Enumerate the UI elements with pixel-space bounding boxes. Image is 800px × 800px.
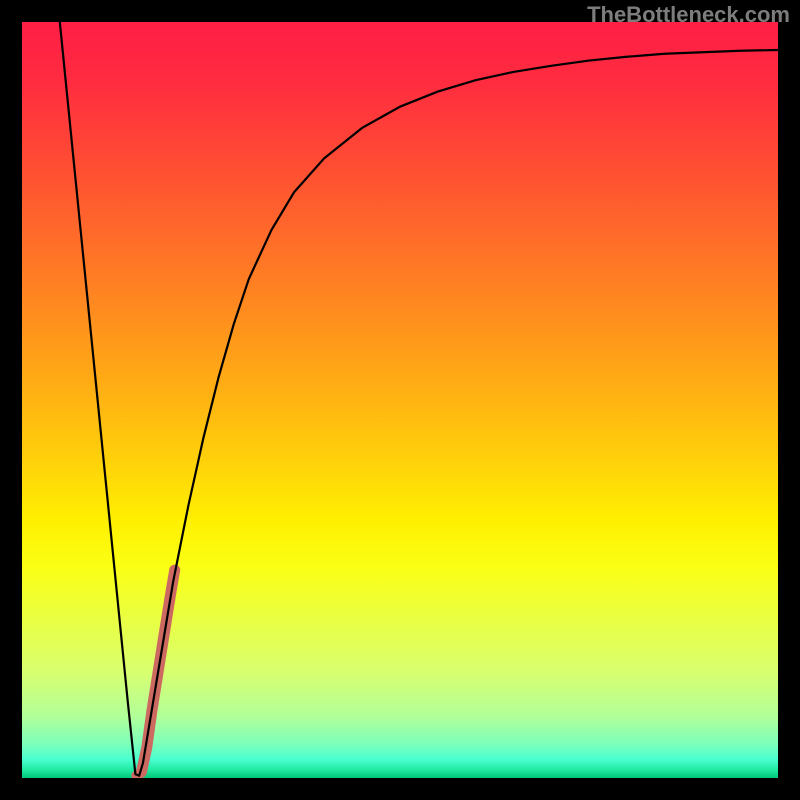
chart-container: TheBottleneck.com xyxy=(0,0,800,800)
plot-background xyxy=(22,22,778,778)
watermark-text: TheBottleneck.com xyxy=(587,2,790,28)
chart-svg xyxy=(0,0,800,800)
